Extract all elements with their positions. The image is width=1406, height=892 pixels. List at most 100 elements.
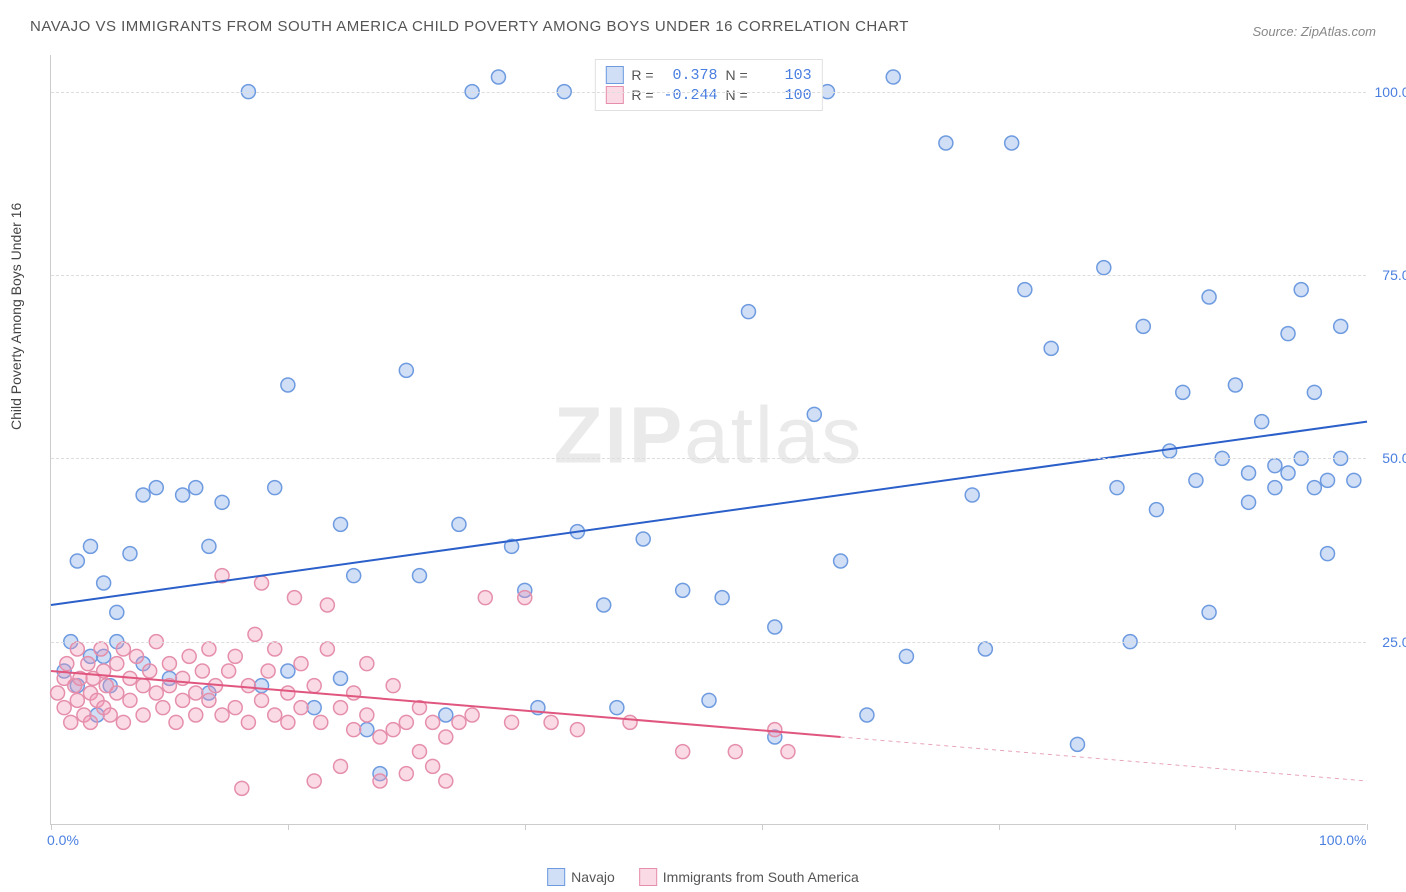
swatch-immigrants-icon <box>639 868 657 886</box>
data-point <box>1255 415 1269 429</box>
data-point <box>465 708 479 722</box>
data-point <box>228 701 242 715</box>
data-point <box>386 679 400 693</box>
data-point <box>314 715 328 729</box>
data-point <box>544 715 558 729</box>
data-point <box>136 708 150 722</box>
data-point <box>1242 495 1256 509</box>
n-value-immigrants: 100 <box>756 87 812 104</box>
data-point <box>1202 605 1216 619</box>
data-point <box>899 649 913 663</box>
data-point <box>202 693 216 707</box>
data-point <box>478 591 492 605</box>
data-point <box>334 517 348 531</box>
data-point <box>426 759 440 773</box>
data-point <box>610 701 624 715</box>
data-point <box>189 686 203 700</box>
data-point <box>505 715 519 729</box>
stats-row-immigrants: R = -0.244 N = 100 <box>605 86 811 104</box>
data-point <box>412 569 426 583</box>
data-point <box>202 539 216 553</box>
data-point <box>60 657 74 671</box>
xtick <box>1235 824 1236 830</box>
data-point <box>241 715 255 729</box>
data-point <box>130 649 144 663</box>
r-value-navajo: 0.378 <box>662 67 718 84</box>
xtick <box>51 824 52 830</box>
data-point <box>110 686 124 700</box>
data-point <box>1149 503 1163 517</box>
stats-legend: R = 0.378 N = 103 R = -0.244 N = 100 <box>594 59 822 111</box>
data-point <box>1294 283 1308 297</box>
stats-row-navajo: R = 0.378 N = 103 <box>605 66 811 84</box>
data-point <box>373 730 387 744</box>
data-point <box>1044 341 1058 355</box>
data-point <box>215 708 229 722</box>
data-point <box>1018 283 1032 297</box>
data-point <box>136 679 150 693</box>
data-point <box>228 649 242 663</box>
data-point <box>1307 385 1321 399</box>
data-point <box>768 620 782 634</box>
data-point <box>518 591 532 605</box>
data-point <box>149 686 163 700</box>
data-point <box>70 554 84 568</box>
data-point <box>360 657 374 671</box>
data-point <box>1268 481 1282 495</box>
data-point <box>1005 136 1019 150</box>
data-point <box>597 598 611 612</box>
swatch-navajo-icon <box>547 868 565 886</box>
data-point <box>360 708 374 722</box>
data-point <box>81 657 95 671</box>
data-point <box>57 701 71 715</box>
data-point <box>268 642 282 656</box>
data-point <box>281 664 295 678</box>
xtick <box>999 824 1000 830</box>
data-point <box>136 488 150 502</box>
data-point <box>1176 385 1190 399</box>
data-point <box>281 378 295 392</box>
chart-title: NAVAJO VS IMMIGRANTS FROM SOUTH AMERICA … <box>30 18 909 35</box>
data-point <box>1097 261 1111 275</box>
data-point <box>235 781 249 795</box>
data-point <box>189 708 203 722</box>
data-point <box>294 657 308 671</box>
data-point <box>978 642 992 656</box>
data-point <box>307 701 321 715</box>
data-point <box>294 701 308 715</box>
data-point <box>287 591 301 605</box>
data-point <box>676 745 690 759</box>
data-point <box>307 679 321 693</box>
xtick-label: 100.0% <box>1319 832 1366 848</box>
series-legend: Navajo Immigrants from South America <box>547 868 859 886</box>
data-point <box>426 715 440 729</box>
data-point <box>965 488 979 502</box>
data-point <box>412 745 426 759</box>
data-point <box>51 686 65 700</box>
data-point <box>143 664 157 678</box>
data-point <box>110 605 124 619</box>
data-point <box>70 693 84 707</box>
data-point <box>728 745 742 759</box>
data-point <box>1228 378 1242 392</box>
data-point <box>623 715 637 729</box>
data-point <box>195 664 209 678</box>
data-point <box>399 363 413 377</box>
data-point <box>261 664 275 678</box>
y-axis-label: Child Poverty Among Boys Under 16 <box>8 203 24 430</box>
data-point <box>320 642 334 656</box>
ytick-label: 100.0% <box>1375 84 1406 100</box>
legend-item-navajo: Navajo <box>547 868 615 886</box>
n-value-navajo: 103 <box>756 67 812 84</box>
data-point <box>1334 319 1348 333</box>
data-point <box>176 693 190 707</box>
gridline <box>51 458 1366 459</box>
ytick-label: 75.0% <box>1382 267 1406 283</box>
swatch-navajo <box>605 66 623 84</box>
data-point <box>268 708 282 722</box>
data-point <box>1281 466 1295 480</box>
data-point <box>1136 319 1150 333</box>
data-point <box>162 657 176 671</box>
xtick <box>1367 824 1368 830</box>
data-point <box>834 554 848 568</box>
